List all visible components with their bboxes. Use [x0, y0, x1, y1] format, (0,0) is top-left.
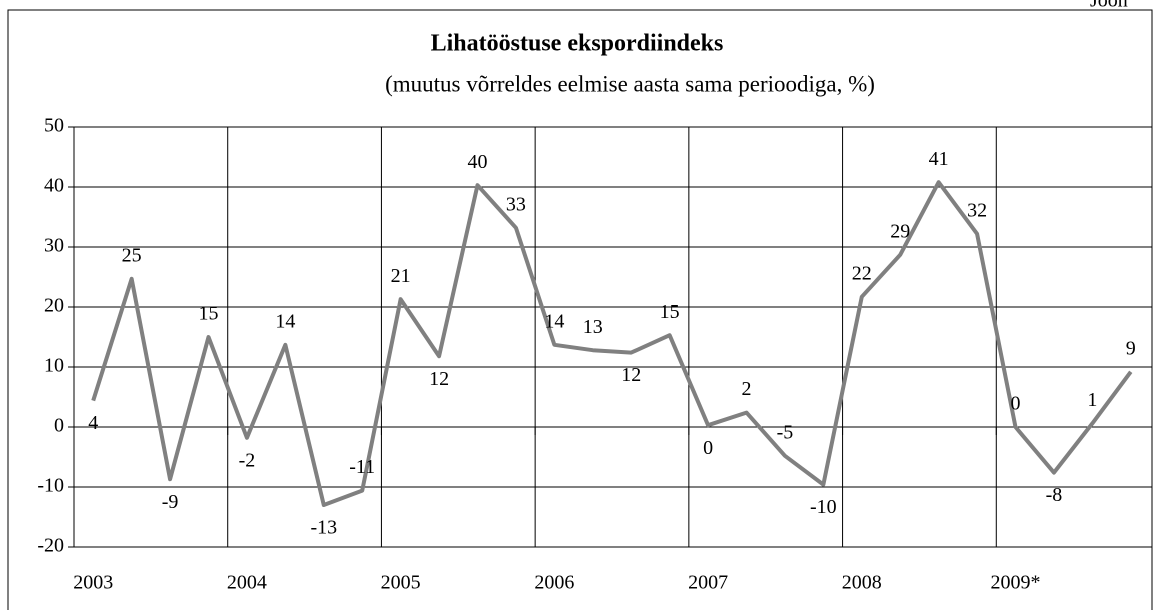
x-tick-label: 2003: [73, 572, 113, 594]
data-label: 22: [852, 262, 872, 284]
x-tick-label: 2005: [381, 572, 421, 594]
data-label: 33: [506, 193, 526, 215]
data-label: 13: [583, 316, 603, 338]
y-tick-label: -10: [37, 475, 64, 497]
y-tick-label: -20: [37, 535, 64, 557]
data-label: 15: [199, 303, 219, 325]
data-label: -2: [239, 449, 256, 471]
chart-title: Lihatööstuse ekspordiindeks: [431, 31, 724, 57]
x-tick-label: 2006: [534, 572, 574, 594]
data-label: -10: [810, 496, 837, 518]
data-label: -5: [777, 421, 794, 443]
y-tick-label: 40: [44, 175, 64, 197]
data-label: -8: [1046, 484, 1063, 506]
data-label: 9: [1126, 337, 1136, 359]
data-label: 14: [544, 310, 564, 332]
data-label: 2: [742, 378, 752, 400]
x-tick-label: 2008: [842, 572, 882, 594]
y-tick-label: 0: [54, 415, 64, 437]
data-label: -11: [349, 456, 375, 478]
data-label: 14: [275, 310, 295, 332]
data-label: 41: [929, 148, 949, 170]
data-line: [91, 180, 1133, 507]
data-label: 0: [703, 437, 713, 459]
chart-subtitle: (muutus võrreldes eelmise aasta sama per…: [385, 71, 875, 96]
data-label: -13: [310, 517, 337, 539]
data-label: 12: [429, 368, 449, 390]
x-tick-label: 2007: [688, 572, 728, 594]
data-label: 4: [88, 412, 98, 434]
data-label: 29: [890, 220, 910, 242]
x-tick-label: 2009*: [991, 572, 1041, 594]
data-label: 40: [468, 151, 488, 173]
data-label: 32: [967, 199, 987, 221]
y-tick-label: 20: [44, 295, 64, 317]
data-label: 15: [660, 301, 680, 323]
chart-frame: [7, 9, 1153, 610]
data-label: -9: [162, 491, 179, 513]
data-label: 21: [391, 265, 411, 287]
data-label: 25: [122, 244, 142, 266]
y-tick-label: 50: [44, 115, 64, 137]
data-label: 12: [621, 364, 641, 386]
data-label: 1: [1087, 389, 1097, 411]
y-tick-label: 30: [44, 235, 64, 257]
data-label: 0: [1011, 393, 1021, 415]
caption: Joon: [1090, 0, 1128, 12]
y-tick-label: 10: [44, 355, 64, 377]
x-tick-label: 2004: [227, 572, 267, 594]
